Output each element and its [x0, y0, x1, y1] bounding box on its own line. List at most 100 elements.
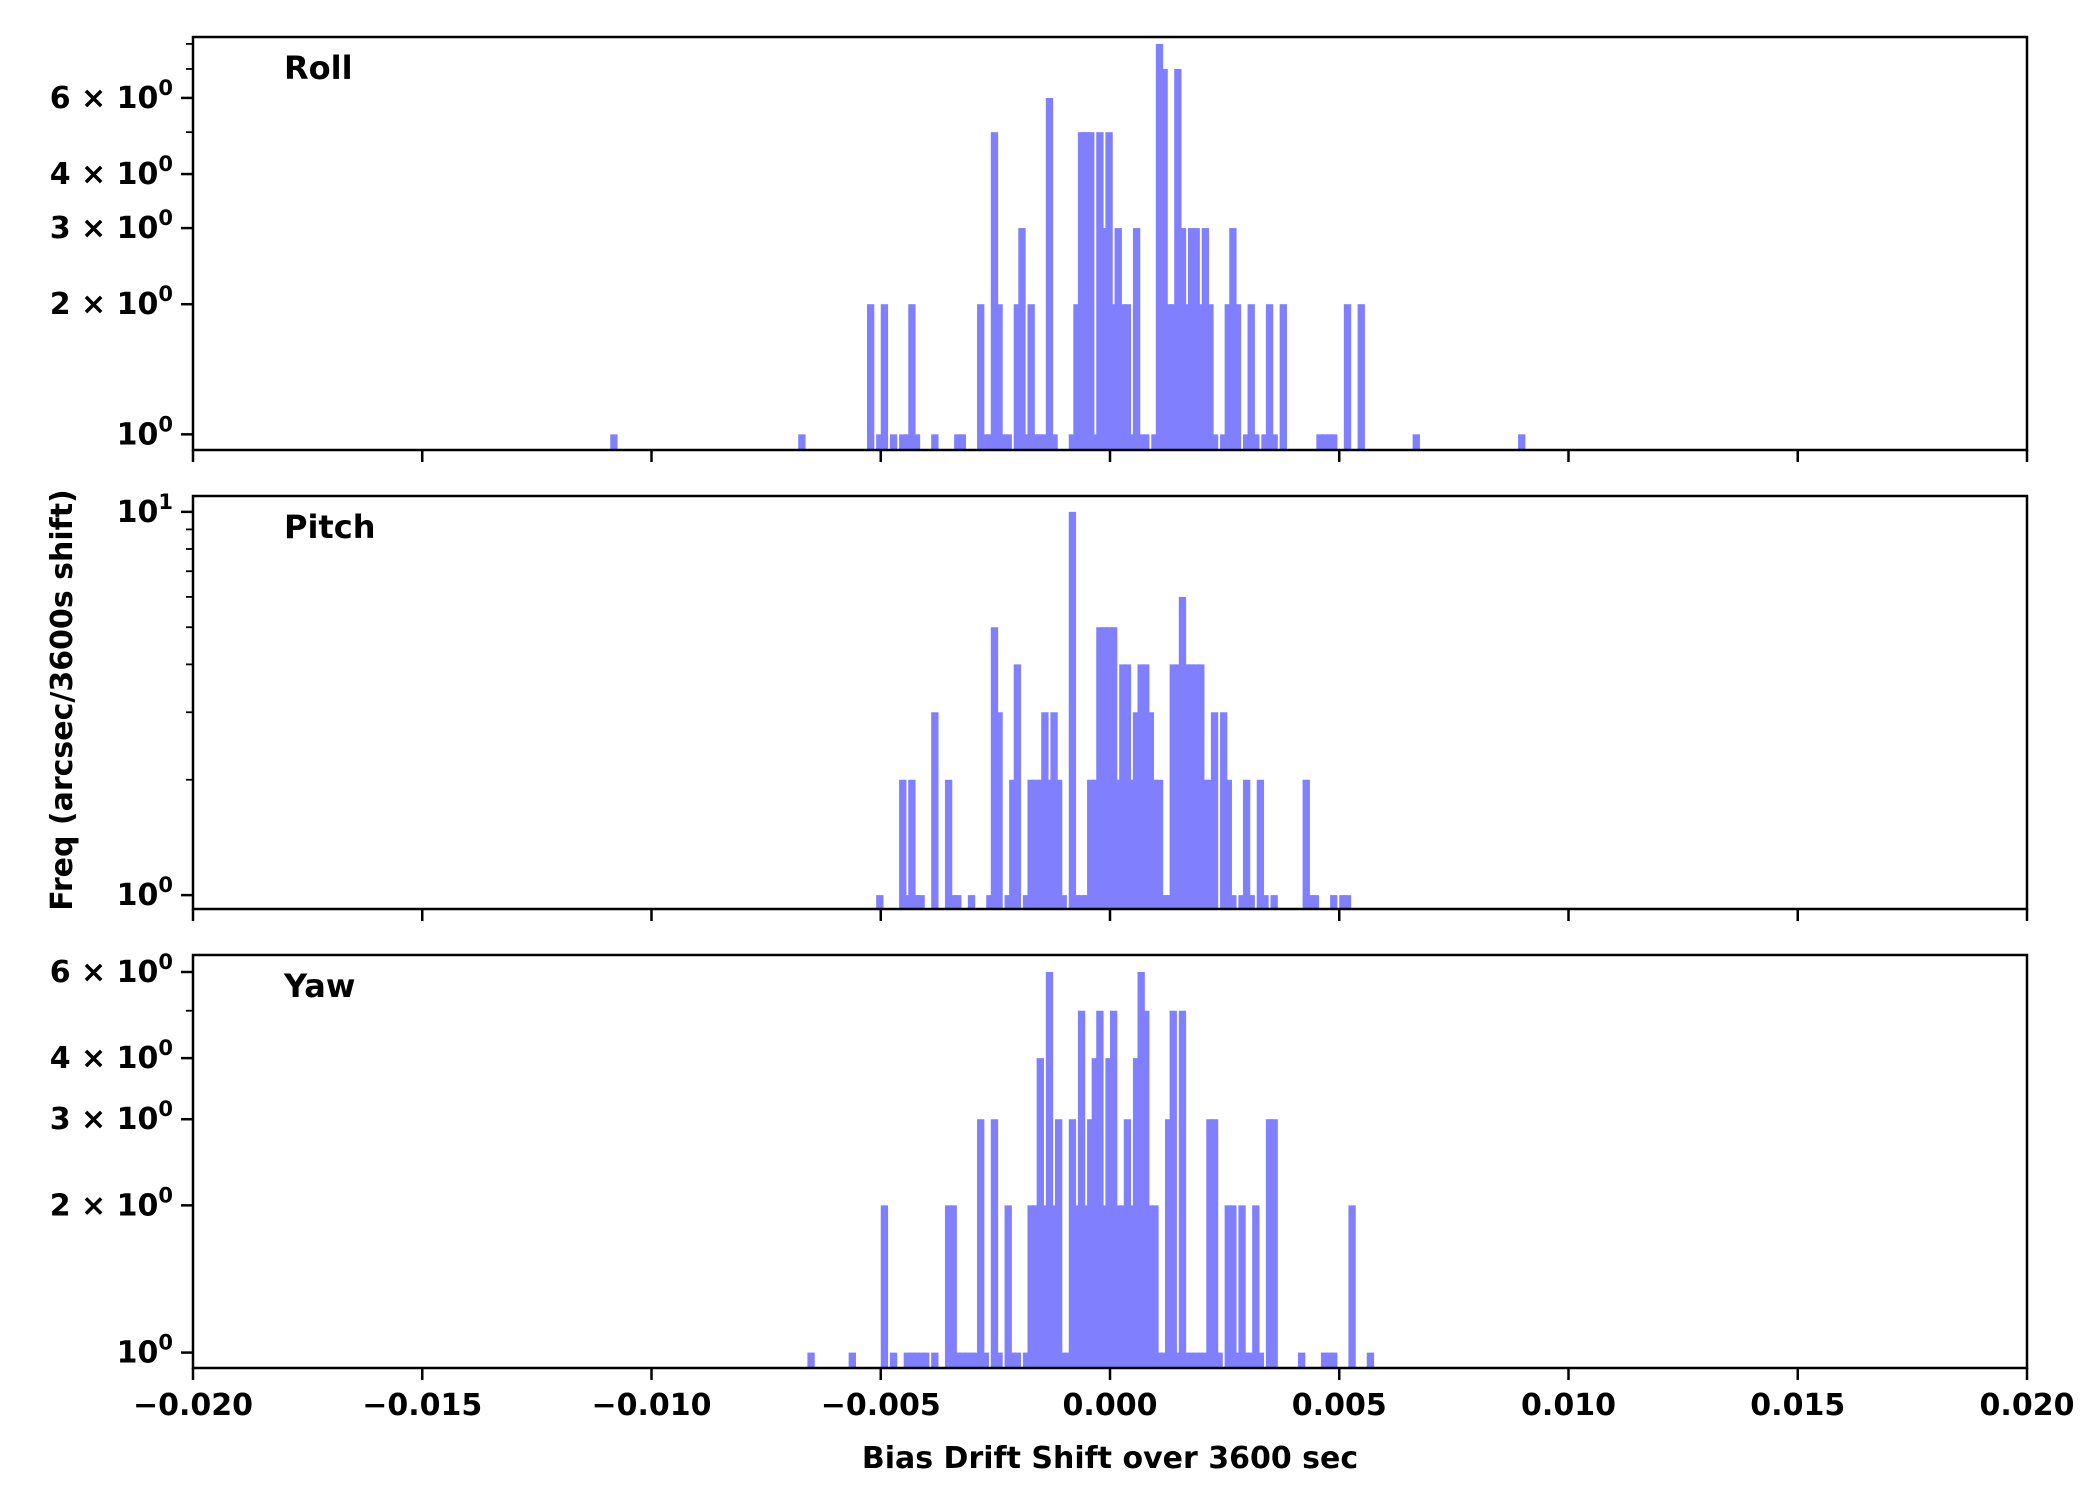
- histogram-bar: [1247, 1352, 1255, 1368]
- y-tick-label: 4 × 100: [50, 152, 173, 192]
- histogram-bar: [1518, 434, 1526, 450]
- x-tick-label: −0.005: [821, 1388, 941, 1423]
- histogram-bar: [1412, 434, 1420, 450]
- histogram-bar: [1330, 1352, 1338, 1368]
- histogram-bar: [1009, 1352, 1017, 1368]
- histogram-bar: [995, 1352, 1003, 1368]
- histogram-bar: [1068, 1119, 1077, 1368]
- histogram-bar: [1087, 132, 1095, 450]
- histogram-bar: [981, 1352, 989, 1368]
- histogram-bar: [1059, 895, 1067, 909]
- histogram-bar: [1132, 228, 1141, 450]
- histogram-bar: [1174, 1352, 1182, 1368]
- x-tick-label: 0.020: [1980, 1388, 2075, 1423]
- histogram-bar: [1238, 1205, 1246, 1368]
- histogram-bar: [1183, 1352, 1191, 1368]
- histogram-bar: [1082, 132, 1090, 450]
- histogram-bar: [1224, 304, 1232, 450]
- histogram-bar: [889, 434, 898, 450]
- histogram-bar: [1132, 712, 1141, 909]
- histogram-bar: [986, 434, 994, 450]
- histogram-bar: [1320, 1352, 1329, 1368]
- y-tick-label: 3 × 100: [50, 1097, 173, 1137]
- histogram-bar: [1343, 895, 1352, 909]
- histogram-bar: [1128, 1205, 1136, 1368]
- histogram-bar: [990, 132, 999, 450]
- histogram-bar: [1036, 779, 1044, 909]
- histogram-bar: [954, 895, 962, 909]
- histogram-bar: [1096, 627, 1104, 909]
- histogram-bar: [1096, 1010, 1104, 1368]
- histogram-bar: [912, 1352, 921, 1368]
- histogram-bar: [1224, 779, 1232, 909]
- histogram-bar: [1325, 434, 1333, 450]
- histogram-bar: [903, 434, 912, 450]
- histogram-bar: [1270, 434, 1278, 450]
- y-tick-exponent: 0: [158, 206, 173, 230]
- histogram-bar: [1105, 627, 1113, 909]
- y-tick-exponent: 0: [158, 950, 173, 974]
- histogram-bar: [1160, 895, 1168, 909]
- histogram-bar: [1091, 434, 1099, 450]
- histogram-bar: [1119, 304, 1127, 450]
- histogram-bar: [1256, 1352, 1265, 1368]
- histogram-bar: [1325, 1352, 1333, 1368]
- histogram-bar: [1265, 1119, 1274, 1368]
- histogram-bar: [1247, 304, 1255, 450]
- histogram-bar: [1169, 664, 1177, 909]
- histogram-bar: [1339, 895, 1347, 909]
- y-tick-base: 2 × 10: [50, 287, 159, 322]
- y-tick-exponent: 0: [158, 412, 173, 436]
- histogram-bar: [1155, 1352, 1164, 1368]
- panel-title: Pitch: [284, 508, 375, 546]
- histogram-bar: [1013, 664, 1022, 909]
- x-tick-label: −0.015: [362, 1388, 482, 1423]
- histogram-bar: [1174, 664, 1182, 909]
- histogram-bar: [1114, 228, 1122, 450]
- histogram-bar: [1206, 304, 1214, 450]
- histogram-bar: [1270, 1119, 1278, 1368]
- histogram-bar: [1187, 228, 1196, 450]
- histogram-bar: [1261, 434, 1269, 450]
- histogram-bar: [1045, 779, 1054, 909]
- histogram-bar: [1242, 779, 1251, 909]
- histogram-bar: [1155, 779, 1164, 909]
- histogram-bar: [944, 779, 953, 909]
- y-tick-base: 6 × 10: [50, 81, 159, 116]
- histogram-bar: [1206, 779, 1214, 909]
- y-tick-label: 2 × 100: [50, 282, 173, 322]
- histogram-bar: [1165, 304, 1173, 450]
- histogram-bar: [958, 434, 967, 450]
- histogram-bar: [967, 895, 976, 909]
- histogram-bar: [1307, 895, 1315, 909]
- histogram-bar: [990, 627, 999, 909]
- histogram-bar: [1137, 434, 1145, 450]
- histogram-bar: [1036, 434, 1044, 450]
- histogram-bar: [867, 304, 875, 450]
- y-tick-label: 100: [117, 1331, 173, 1371]
- y-tick-label: 100: [117, 412, 173, 452]
- histogram-bar: [1077, 895, 1086, 909]
- histogram-bar: [949, 895, 957, 909]
- y-tick-base: 4 × 10: [50, 1041, 159, 1076]
- y-tick-exponent: 0: [158, 152, 173, 176]
- histogram-bar: [1178, 228, 1187, 450]
- y-tick-exponent: 0: [158, 1183, 173, 1207]
- histogram-bar: [1233, 304, 1242, 450]
- y-tick-label: 100: [117, 873, 173, 913]
- histogram-bar: [1022, 434, 1031, 450]
- histogram-bar: [1229, 895, 1237, 909]
- histogram-bar: [1054, 779, 1063, 909]
- histogram-bar: [1018, 228, 1026, 450]
- histogram-bar: [1110, 627, 1118, 909]
- histogram-bar: [912, 895, 921, 909]
- histogram-bar: [1022, 1352, 1031, 1368]
- histogram-bar: [1050, 712, 1058, 909]
- histogram-bar: [1160, 1352, 1168, 1368]
- y-tick-base: 10: [117, 878, 159, 913]
- histogram-bar: [922, 1352, 930, 1368]
- histogram-bar: [995, 712, 1003, 909]
- y-tick-exponent: 0: [158, 1036, 173, 1060]
- histogram-bar: [963, 1352, 971, 1368]
